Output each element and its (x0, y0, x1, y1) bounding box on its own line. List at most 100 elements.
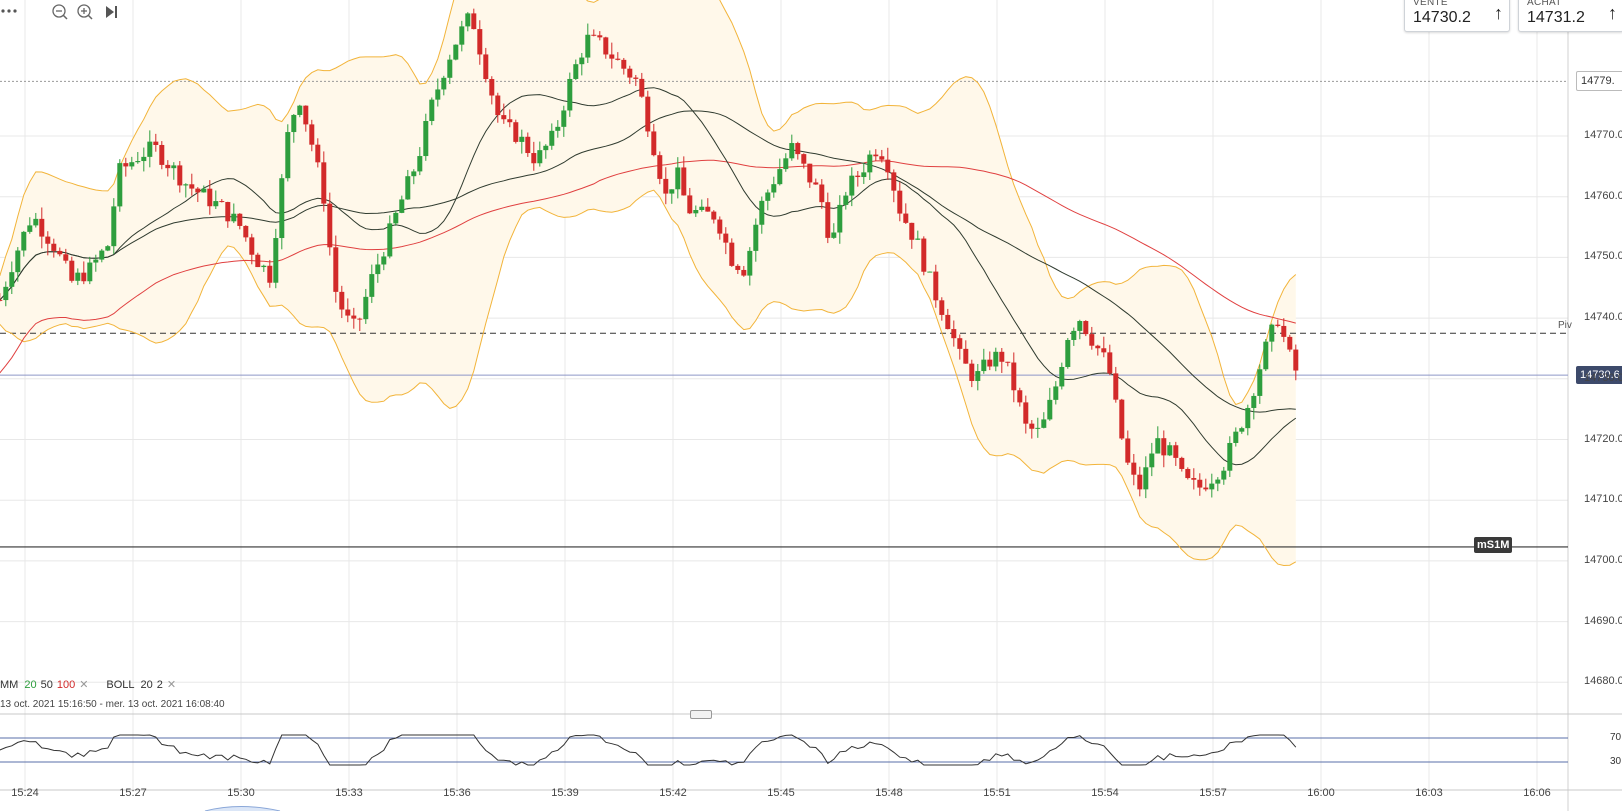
candle-body (723, 233, 729, 243)
candle-body (429, 99, 435, 121)
candle-body (141, 156, 147, 162)
candle-body (855, 175, 861, 178)
candle-body (1161, 438, 1167, 456)
close-icon[interactable]: ✕ (166, 679, 177, 691)
candle-body (1191, 478, 1197, 480)
candle-body (1095, 345, 1101, 349)
candle-body (9, 272, 15, 287)
candle-body (1071, 330, 1077, 340)
candle-body (1143, 467, 1149, 490)
candle-body (21, 231, 27, 251)
candle-body (465, 13, 471, 27)
arrow-up-icon: ↑ (1608, 3, 1617, 23)
candle-body (279, 178, 285, 239)
sell-quote-button[interactable]: VENTE 14730.2 ↑ (1404, 0, 1510, 32)
close-icon[interactable]: ✕ (79, 679, 89, 691)
pane-splitter-handle[interactable] (690, 710, 712, 719)
candle-body (609, 54, 615, 59)
candle-body (969, 363, 975, 381)
more-dots-icon[interactable] (0, 0, 22, 18)
candle-body (981, 359, 987, 372)
candle-body (1275, 324, 1281, 326)
x-tick-label: 16:00 (1307, 787, 1335, 799)
candle-body (129, 162, 135, 167)
x-tick-label: 15:24 (11, 787, 39, 799)
candle-body (747, 250, 753, 276)
x-tick-label: 15:36 (443, 787, 471, 799)
candle-body (345, 309, 351, 316)
zoom-out-icon[interactable] (51, 2, 69, 20)
zoom-in-icon[interactable] (76, 2, 94, 20)
candle-body (369, 274, 375, 297)
candle-body (777, 169, 783, 185)
candle-body (657, 155, 663, 179)
y-tick-label: 14710.0 (1584, 493, 1622, 506)
candle-body (195, 188, 201, 193)
candle-body (615, 58, 621, 60)
candle-body (1083, 321, 1089, 335)
candle-body (507, 119, 513, 123)
candle-body (1017, 390, 1023, 403)
ma20-line (0, 87, 1297, 466)
candle-body (351, 315, 357, 319)
ma-legend-prefix: MM (0, 679, 19, 691)
y-tick-label: 14750.0 (1584, 250, 1622, 263)
candle-body (1167, 445, 1173, 456)
candle-body (1269, 324, 1275, 342)
candle-body (597, 35, 603, 38)
candle-body (909, 222, 915, 240)
candle-body (27, 225, 33, 232)
candle-body (729, 242, 735, 266)
candle-body (255, 254, 261, 268)
candle-body (159, 144, 165, 165)
candle-body (1131, 462, 1137, 475)
candle-body (81, 272, 87, 282)
candle-body (99, 250, 105, 260)
candle-body (633, 77, 639, 79)
boll-legend: BOLL (106, 679, 135, 691)
candle-body (975, 371, 981, 381)
candle-body (705, 206, 711, 212)
candle-body (1077, 321, 1083, 331)
candle-body (741, 269, 747, 276)
candle-body (861, 172, 867, 178)
candle-body (447, 59, 453, 78)
buy-quote-button[interactable]: ACHAT 14731.2 ↑ (1518, 0, 1622, 32)
bollinger-upper-line (0, 0, 1297, 406)
candle-body (411, 171, 417, 177)
candle-body (717, 219, 723, 234)
candle-body (567, 78, 573, 111)
candle-body (1035, 427, 1041, 429)
rsi-line (0, 734, 1297, 766)
candle-body (669, 189, 675, 194)
candle-body (285, 132, 291, 179)
candle-body (897, 190, 903, 214)
candle-body (813, 182, 819, 185)
sell-price: 14730.2 (1413, 9, 1471, 26)
candle-body (483, 54, 489, 80)
candle-body (387, 223, 393, 257)
candle-body (585, 34, 591, 58)
candle-body (0, 299, 3, 301)
candle-body (681, 167, 687, 196)
candle-body (537, 150, 543, 164)
candle-body (921, 238, 927, 272)
candle-body (939, 300, 945, 315)
candle-body (201, 188, 207, 193)
candle-body (1185, 468, 1191, 479)
candle-body (153, 141, 159, 145)
candle-body (663, 178, 669, 194)
candle-body (933, 271, 939, 301)
x-tick-label: 15:27 (119, 787, 147, 799)
candle-body (831, 232, 837, 238)
candle-body (1173, 445, 1179, 458)
play-icon[interactable] (102, 2, 120, 20)
candle-body (39, 218, 45, 237)
candle-body (783, 158, 789, 170)
indicator-legend: MM 20 50 100 ✕ BOLL 20 2 ✕ (0, 678, 182, 691)
x-tick-label: 15:54 (1091, 787, 1119, 799)
candle-body (1257, 369, 1263, 396)
candle-body (627, 68, 633, 78)
candle-body (849, 175, 855, 196)
